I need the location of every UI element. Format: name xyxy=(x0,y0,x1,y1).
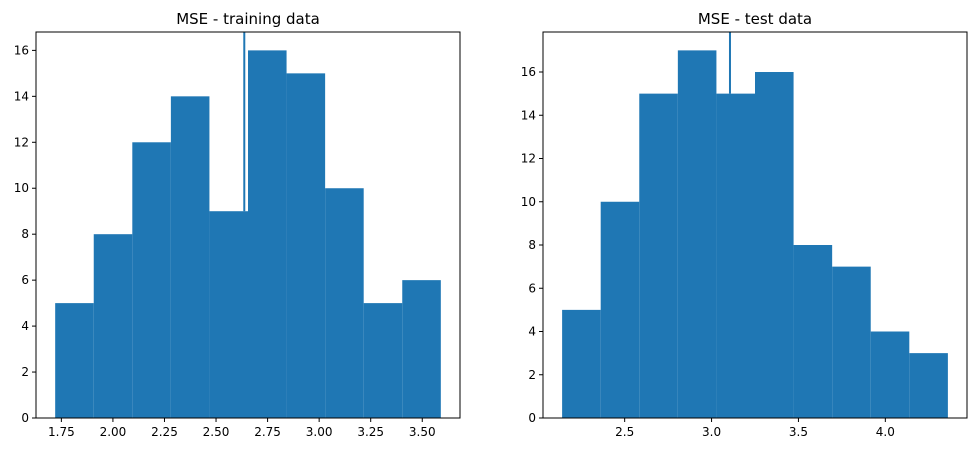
y-tick-label-test: 6 xyxy=(528,281,536,295)
histogram-bar-test xyxy=(677,50,717,418)
x-tick-label-test: 4.0 xyxy=(876,425,895,439)
x-tick-label-training: 2.25 xyxy=(151,425,178,439)
histogram-bar-test xyxy=(755,72,794,418)
chart-title-test: MSE - test data xyxy=(698,10,812,28)
x-tick-label-training: 3.50 xyxy=(409,425,436,439)
histogram-bar-test xyxy=(793,245,833,418)
x-tick-label-test: 3.0 xyxy=(702,425,721,439)
axes-frame-training xyxy=(35,31,461,419)
x-tick-label-test: 2.5 xyxy=(615,425,634,439)
y-tick-label-test: 0 xyxy=(528,411,536,425)
histogram-bar-training xyxy=(402,280,441,418)
x-tick-label-training: 1.75 xyxy=(48,425,75,439)
histogram-bar-training xyxy=(55,303,94,418)
x-tick-label-training: 3.25 xyxy=(357,425,384,439)
x-tick-label-training: 2.75 xyxy=(254,425,281,439)
y-tick-label-test: 16 xyxy=(521,65,536,79)
y-tick-label-test: 8 xyxy=(528,238,536,252)
histogram-bar-test xyxy=(639,93,678,418)
y-tick-label-training: 10 xyxy=(14,181,29,195)
x-tick-label-training: 2.00 xyxy=(100,425,127,439)
y-tick-label-test: 12 xyxy=(521,152,536,166)
chart-title-training: MSE - training data xyxy=(176,10,320,28)
y-tick-label-test: 10 xyxy=(521,195,536,209)
histogram-bar-training xyxy=(248,50,287,418)
y-tick-label-training: 8 xyxy=(21,227,29,241)
chart-training-mse: MSE - training data 1.75 2.00 2.25 2.50 2.75… xyxy=(14,10,461,439)
y-tick-label-training: 6 xyxy=(21,273,29,287)
histogram-bar-training xyxy=(170,96,210,418)
y-tick-label-training: 16 xyxy=(14,43,29,57)
histogram-bar-test xyxy=(600,201,640,418)
y-tick-label-training: 12 xyxy=(14,135,29,149)
chart-test-mse: MSE - test data 2.5 3.0 3.5 4.0 0 2 4 6 8 10 12 14 1… xyxy=(521,10,968,439)
axes-frame-test xyxy=(542,31,968,419)
histogram-bar-training xyxy=(93,234,133,418)
histogram-bar-training xyxy=(209,211,248,418)
histogram-bar-test xyxy=(832,266,871,418)
histogram-bar-test xyxy=(562,309,601,418)
histogram-bar-test xyxy=(909,353,948,418)
histogram-bar-training xyxy=(325,188,364,418)
y-tick-label-training: 2 xyxy=(21,365,29,379)
y-tick-label-test: 4 xyxy=(528,325,536,339)
y-tick-label-training: 0 xyxy=(21,411,29,425)
histogram-bar-test xyxy=(870,331,910,418)
y-tick-label-training: 14 xyxy=(14,89,29,103)
y-tick-label-test: 2 xyxy=(528,368,536,382)
x-tick-label-training: 2.50 xyxy=(203,425,230,439)
y-tick-label-training: 4 xyxy=(21,319,29,333)
histogram-bar-training xyxy=(132,142,171,419)
histogram-bar-test xyxy=(716,93,755,418)
x-tick-label-training: 3.00 xyxy=(306,425,333,439)
histogram-bar-training xyxy=(286,73,326,418)
y-tick-label-test: 14 xyxy=(521,108,536,122)
x-tick-label-test: 3.5 xyxy=(789,425,808,439)
histogram-bar-training xyxy=(363,303,403,418)
